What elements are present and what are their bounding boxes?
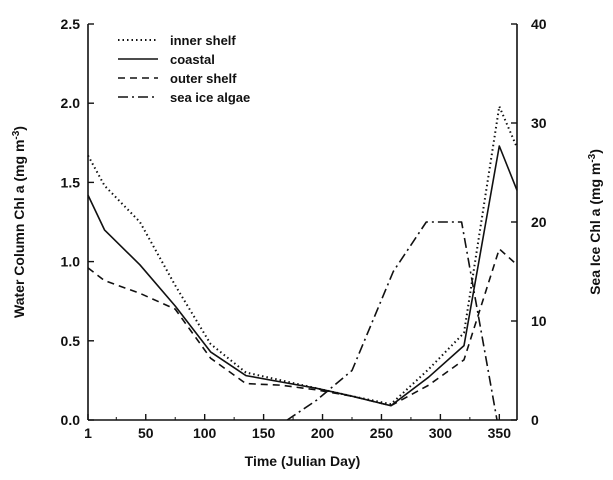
x-tick-label: 100 <box>193 425 217 441</box>
legend-label: outer shelf <box>170 71 237 86</box>
legend-label: inner shelf <box>170 33 236 48</box>
x-tick-label: 250 <box>370 425 394 441</box>
series-line-inner-shelf <box>87 105 518 406</box>
x-tick-label: 1 <box>84 425 92 441</box>
y2-axis-title: Sea Ice Chl a (mg m-3) <box>587 149 603 295</box>
y2-axis-title-end: ) <box>587 149 603 154</box>
y2-tick-label: 10 <box>531 313 547 329</box>
y2-axis-title-sup: -3 <box>587 153 598 162</box>
x-tick-label: 350 <box>488 425 512 441</box>
y-tick-label: 0.0 <box>61 412 81 428</box>
legend-label: coastal <box>170 52 215 67</box>
x-tick-label: 300 <box>429 425 453 441</box>
series-layer <box>87 105 518 421</box>
series-line-outer-shelf <box>87 248 518 407</box>
x-tick-label: 50 <box>138 425 154 441</box>
y-axis-title-main: Water Column Chl a (mg m <box>11 140 27 318</box>
y-tick-label: 2.5 <box>61 16 81 32</box>
y2-tick-label: 0 <box>531 412 539 428</box>
y-axis-title-sup: -3 <box>11 130 22 139</box>
y-tick-label: 0.5 <box>61 333 81 349</box>
y2-tick-label: 20 <box>531 214 547 230</box>
y-tick-label: 1.0 <box>61 254 81 270</box>
x-tick-label: 200 <box>311 425 335 441</box>
y-tick-label: 2.0 <box>61 95 81 111</box>
y-tick-label: 1.5 <box>61 174 81 190</box>
series-line-sea-ice-algae <box>286 221 498 421</box>
x-axis-title: Time (Julian Day) <box>245 453 361 469</box>
y-axis-title: Water Column Chl a (mg m-3) <box>11 126 27 318</box>
series-line-coastal <box>87 145 518 407</box>
legend: inner shelf coastal outer shelf sea ice alg… <box>118 33 250 105</box>
legend-label: sea ice algae <box>170 90 250 105</box>
axes: 1 50 100 150 200 250 300 3500.00.51.01.52.02.50… <box>61 16 547 441</box>
y-axis-title-end: ) <box>11 126 27 131</box>
y2-tick-label: 40 <box>531 16 547 32</box>
y2-axis-title-main: Sea Ice Chl a (mg m <box>587 163 603 295</box>
x-tick-label: 150 <box>252 425 276 441</box>
y2-tick-label: 30 <box>531 115 547 131</box>
